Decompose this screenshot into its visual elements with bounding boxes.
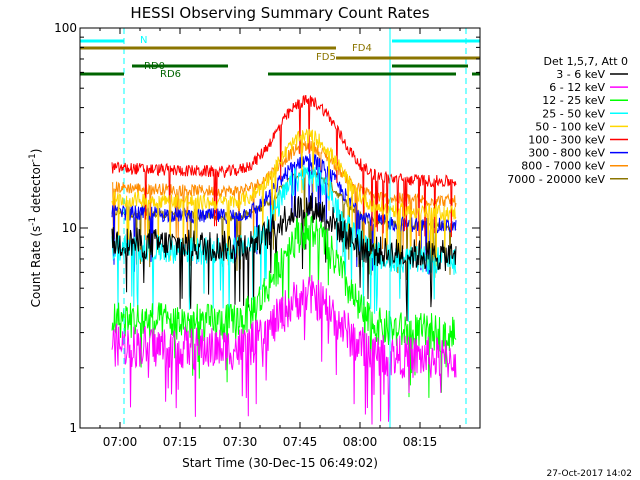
series-line	[111, 212, 457, 398]
x-tick-label: 07:30	[223, 435, 258, 449]
status-bar-label: RD6	[160, 69, 181, 80]
x-tick-label: 07:45	[283, 435, 318, 449]
series-line	[111, 275, 457, 425]
series-line	[111, 192, 457, 322]
series-line	[111, 165, 457, 322]
y-label-part3: )	[29, 149, 43, 154]
y-label-sup1: -1	[28, 217, 38, 226]
y-axis: 1 10 100	[54, 21, 480, 435]
legend-label: 25 - 50 keV	[542, 107, 605, 120]
x-axis: 07:00 07:15 07:30 07:45 08:00 08:15	[79, 28, 461, 449]
y-tick-label: 10	[62, 221, 77, 235]
legend-header: Det 1,5,7, Att 0	[544, 55, 628, 68]
status-bar-label: FD5	[316, 52, 336, 63]
series-layer	[111, 94, 457, 425]
marker-layer	[123, 28, 467, 428]
y-tick-label: 100	[54, 21, 77, 35]
legend-label: 12 - 25 keV	[542, 94, 605, 107]
x-tick-label: 08:00	[343, 435, 378, 449]
series-line	[111, 128, 457, 270]
y-label-part1: Count Rate (s	[29, 226, 43, 308]
status-bar-label: RD0	[144, 61, 165, 72]
legend-label: 6 - 12 keV	[549, 81, 605, 94]
y-label-sup2: -1	[28, 153, 38, 162]
legend-label: 300 - 800 keV	[528, 147, 605, 160]
y-tick-label: 1	[69, 421, 77, 435]
legend-label: 3 - 6 keV	[556, 68, 605, 81]
legend-label: 800 - 7000 keV	[521, 160, 605, 173]
y-axis-label: Count Rate (s-1 detector-1)	[28, 149, 43, 308]
legend-label: 7000 - 20000 keV	[507, 173, 605, 186]
x-axis-label: Start Time (30-Dec-15 06:49:02)	[182, 456, 378, 470]
status-bar-label: N	[140, 35, 147, 46]
x-tick-label: 08:15	[403, 435, 438, 449]
timestamp: 27-Oct-2017 14:02	[547, 469, 632, 479]
legend-label: 50 - 100 keV	[535, 120, 605, 133]
legend-label: 100 - 300 keV	[528, 134, 605, 147]
status-bar-label: FD4	[352, 43, 372, 54]
x-tick-label: 07:15	[163, 435, 198, 449]
chart-title: HESSI Observing Summary Count Rates	[130, 4, 429, 22]
x-tick-label: 07:00	[103, 435, 138, 449]
y-label-part2: detector	[29, 162, 43, 217]
